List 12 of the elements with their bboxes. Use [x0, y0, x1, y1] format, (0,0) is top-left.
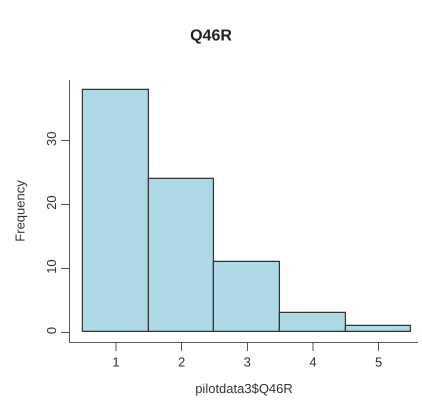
x-tick-label: 3 — [244, 354, 251, 370]
chart-title: Q46R — [190, 27, 232, 44]
x-tick-label: 1 — [112, 354, 120, 370]
x-tick-label: 2 — [178, 354, 186, 370]
x-tick-label: 4 — [309, 354, 317, 370]
y-tick-label: 10 — [44, 259, 59, 274]
x-tick-label: 5 — [374, 354, 382, 370]
y-axis-title: Frequency — [12, 180, 28, 242]
x-axis-title: pilotdata3$Q46R — [195, 381, 293, 396]
y-tick-label: 30 — [44, 132, 59, 146]
y-tick-label: 20 — [44, 195, 59, 210]
y-tick-label: 0 — [44, 326, 59, 334]
